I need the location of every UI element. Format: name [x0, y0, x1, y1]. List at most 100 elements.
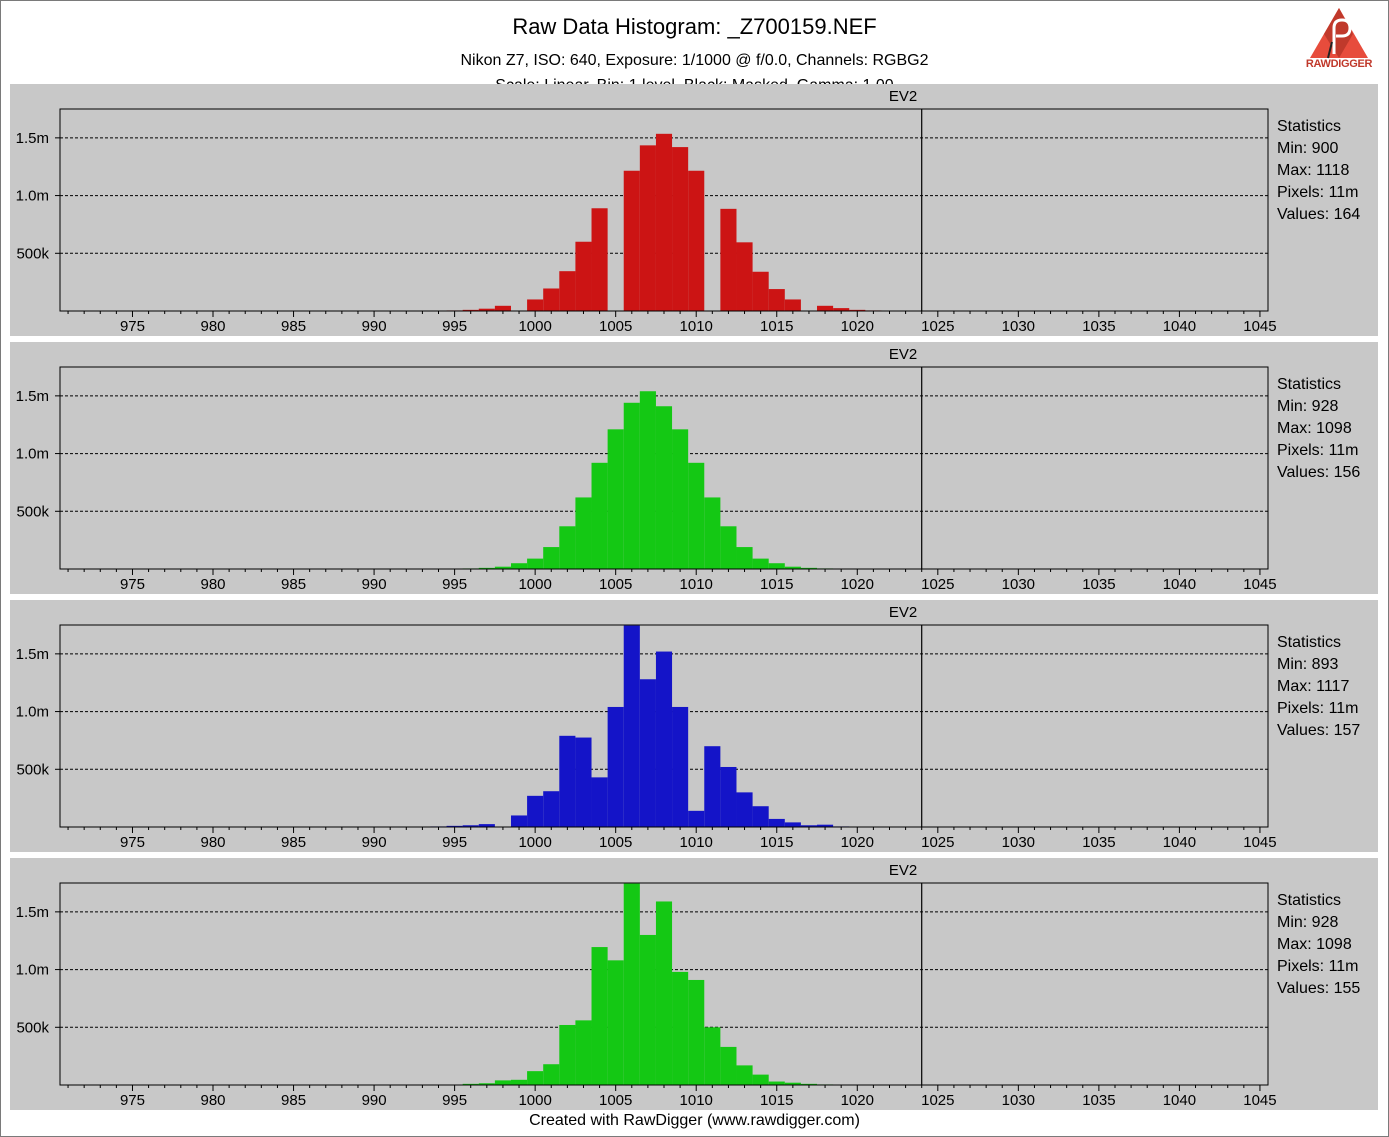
x-tick-label: 1030 [1002, 318, 1035, 335]
histogram-bar [784, 822, 801, 827]
histogram-bar [639, 679, 656, 827]
stat-pixels: Pixels: 11m [1277, 958, 1359, 975]
histogram-bar [752, 558, 769, 569]
x-tick-label: 975 [120, 576, 145, 593]
histogram-bar [543, 288, 560, 311]
x-tick-label: 995 [442, 318, 467, 335]
x-tick-label: 1000 [518, 576, 551, 593]
stat-values: Values: 164 [1277, 206, 1360, 223]
stat-min: Min: 928 [1277, 398, 1338, 415]
histogram-bar [752, 1074, 769, 1085]
x-tick-label: 1010 [680, 834, 713, 851]
x-tick-label: 985 [281, 834, 306, 851]
y-tick-label: 500k [16, 503, 49, 520]
panel-title: EV2 [889, 88, 917, 105]
x-tick-label: 985 [281, 318, 306, 335]
histogram-bar [591, 208, 608, 311]
x-tick-label: 1015 [760, 576, 793, 593]
x-tick-label: 1045 [1243, 576, 1276, 593]
panel-background [10, 600, 1378, 852]
histogram-bar [736, 1065, 753, 1085]
histogram-bar [688, 462, 705, 569]
histogram-bar [800, 825, 818, 827]
statistics-heading: Statistics [1277, 118, 1341, 135]
histogram-bar [527, 1071, 544, 1085]
histogram-bar [784, 1082, 801, 1085]
histogram-bar [736, 792, 753, 827]
x-tick-label: 975 [120, 318, 145, 335]
x-tick-label: 1025 [921, 576, 954, 593]
y-tick-label: 500k [16, 245, 49, 262]
histogram-bar [607, 429, 624, 569]
histogram-bar [655, 651, 673, 827]
camera-info: Nikon Z7, ISO: 640, Exposure: 1/1000 @ f… [460, 52, 929, 69]
histogram-bar [543, 1064, 560, 1085]
x-tick-label: 1030 [1002, 1092, 1035, 1109]
histogram-bar [510, 563, 528, 569]
histogram-bar [752, 806, 769, 827]
y-tick-label: 500k [16, 761, 49, 778]
histogram-bar [494, 566, 511, 569]
x-tick-label: 975 [120, 834, 145, 851]
x-tick-label: 995 [442, 576, 467, 593]
x-tick-label: 1015 [760, 1092, 793, 1109]
x-tick-label: 1040 [1163, 834, 1196, 851]
rawdigger-logo-icon [1310, 8, 1368, 59]
histogram-bar [752, 271, 769, 311]
histogram-bar [704, 1027, 721, 1085]
histogram-bar [494, 1080, 511, 1085]
histogram-bar [704, 497, 721, 569]
page-title: Raw Data Histogram: _Z700159.NEF [512, 14, 877, 39]
histogram-bar [672, 706, 689, 827]
stat-pixels: Pixels: 11m [1277, 442, 1359, 459]
x-tick-label: 1045 [1243, 318, 1276, 335]
footer-credit: Created with RawDigger (www.rawdigger.co… [529, 1112, 860, 1129]
x-tick-label: 1025 [921, 1092, 954, 1109]
histogram-bar [478, 308, 495, 311]
y-tick-label: 500k [16, 1019, 49, 1036]
histogram-bar [575, 241, 592, 311]
histogram-bar [462, 309, 479, 311]
histogram-bar [559, 271, 576, 311]
x-tick-label: 1040 [1163, 576, 1196, 593]
statistics-heading: Statistics [1277, 892, 1341, 909]
histogram-bar [478, 1083, 495, 1085]
x-tick-label: 990 [362, 1092, 387, 1109]
x-tick-label: 1025 [921, 318, 954, 335]
x-tick-label: 995 [442, 1092, 467, 1109]
histogram-bar [478, 824, 495, 827]
x-tick-label: 1010 [680, 1092, 713, 1109]
histogram-panel-3: EV2 500k 1.0m 1.5m 975 980 985 990 995 1000 1005 10… [10, 600, 1378, 852]
x-tick-label: 975 [120, 1092, 145, 1109]
histogram-bar [688, 979, 705, 1085]
histogram-bar [575, 497, 592, 569]
histogram-bar [800, 567, 818, 569]
histogram-bar [720, 1046, 737, 1085]
histogram-bar [623, 883, 640, 1085]
histogram-bar [639, 145, 656, 311]
histogram-bar [768, 289, 785, 311]
histogram-bar [527, 299, 544, 311]
histogram-bar [768, 563, 785, 569]
x-tick-label: 1020 [841, 1092, 874, 1109]
histogram-bar [543, 547, 560, 569]
x-tick-label: 1000 [518, 1092, 551, 1109]
histogram-bar [607, 960, 624, 1085]
stat-pixels: Pixels: 11m [1277, 700, 1359, 717]
x-tick-label: 1000 [518, 834, 551, 851]
x-tick-label: 1005 [599, 576, 632, 593]
x-tick-label: 1010 [680, 318, 713, 335]
y-tick-label: 1.0m [16, 446, 49, 463]
logo-text: RAWDIGGER [1305, 58, 1373, 70]
histogram-bar [817, 824, 834, 827]
histogram-bar [559, 526, 576, 569]
panel-title: EV2 [889, 862, 917, 879]
histogram-bar [591, 462, 608, 569]
stat-max: Max: 1118 [1277, 162, 1349, 179]
histogram-bar [527, 558, 544, 569]
x-tick-label: 1010 [680, 576, 713, 593]
histogram-bar [736, 547, 753, 569]
stat-min: Min: 928 [1277, 914, 1338, 931]
stat-max: Max: 1098 [1277, 936, 1352, 953]
stat-max: Max: 1117 [1277, 678, 1349, 695]
